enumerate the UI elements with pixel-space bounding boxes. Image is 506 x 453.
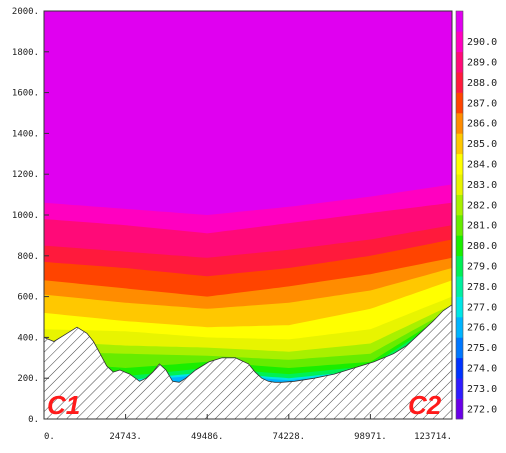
colorbar-label: 272.0 (467, 404, 497, 415)
colorbar-label: 287.0 (467, 98, 497, 109)
corner-label-right: C2 (408, 390, 442, 420)
x-tick-label: 24743. (109, 432, 142, 442)
colorbar-swatch (456, 31, 463, 53)
x-tick-label: 74228. (273, 432, 306, 442)
colorbar-label: 285.0 (467, 139, 497, 150)
y-tick-label: 800. (17, 252, 39, 262)
colorbar-swatch (456, 398, 463, 420)
colorbar-label: 283.0 (467, 180, 497, 191)
colorbar-swatch (456, 276, 463, 297)
colorbar-swatch (456, 235, 463, 257)
colorbar: 272.0 273.0 274.0 275.0 276.0 277.0 278.0 279.0… (455, 10, 497, 420)
colorbar-label: 273.0 (467, 384, 497, 395)
colorbar-label: 276.0 (467, 323, 497, 334)
colorbar-swatch (456, 255, 463, 277)
colorbar-swatch (456, 113, 463, 134)
colorbar-swatch (456, 296, 463, 318)
y-tick-label: 1600. (12, 89, 39, 99)
colorbar-label: 282.0 (467, 200, 497, 211)
colorbar-label: 284.0 (467, 160, 497, 171)
colorbar-label: 290.0 (467, 37, 497, 48)
y-tick-label: 600. (17, 293, 39, 303)
colorbar-label: 280.0 (467, 241, 497, 252)
colorbar-label: 278.0 (467, 282, 497, 293)
colorbar-swatch (456, 72, 463, 93)
colorbar-swatch (456, 378, 463, 399)
colorbar-label: 279.0 (467, 262, 497, 273)
y-tick-label: 1200. (12, 170, 39, 180)
x-tick-label: 0. (44, 432, 55, 442)
colorbar-label: 274.0 (467, 364, 497, 375)
colorbar-swatch (456, 215, 463, 236)
y-tick-label: 1400. (12, 129, 39, 139)
colorbar-swatch (456, 92, 463, 114)
x-axis: 0. 24743. 49486. 74228. 98971. 123714. (43, 414, 453, 442)
colorbar-label: 281.0 (467, 221, 497, 232)
y-tick-label: 1000. (12, 211, 39, 221)
corner-label-left: C1 (47, 390, 80, 420)
colorbar-label: 286.0 (467, 119, 497, 130)
y-axis: 0. 200. 400. 600. 800. 1000. 1200. 1400. 1600. 18… (12, 7, 49, 425)
colorbar-swatch (456, 11, 463, 32)
x-tick-label: 49486. (191, 432, 224, 442)
colorbar-swatch (456, 174, 463, 195)
colorbar-label: 288.0 (467, 78, 497, 89)
colorbar-label: 289.0 (467, 58, 497, 69)
terrain-hatch (44, 304, 452, 419)
colorbar-swatch (456, 133, 463, 155)
x-tick-label: 123714. (414, 432, 452, 442)
colorbar-label: 277.0 (467, 302, 497, 313)
colorbar-swatch (456, 194, 463, 216)
colorbar-frame (455, 10, 464, 420)
y-tick-label: 400. (17, 333, 39, 343)
colorbar-swatch (456, 357, 463, 379)
y-tick-label: 1800. (12, 48, 39, 58)
colorbar-swatch (456, 317, 463, 338)
colorbar-swatch (456, 337, 463, 359)
colorbar-swatch (456, 51, 463, 73)
x-tick-label: 98971. (354, 432, 387, 442)
colorbar-swatch (456, 153, 463, 175)
y-tick-label: 0. (28, 415, 39, 425)
colorbar-label: 275.0 (467, 343, 497, 354)
y-tick-label: 200. (17, 374, 39, 384)
y-tick-label: 2000. (12, 7, 39, 17)
